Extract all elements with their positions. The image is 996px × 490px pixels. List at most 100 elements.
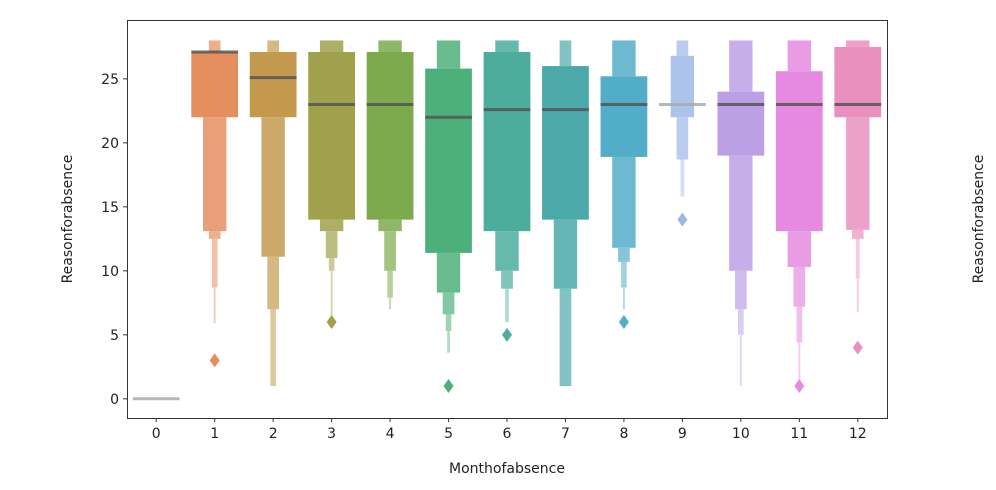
letter-value-box	[270, 309, 276, 387]
letter-value-box	[559, 40, 572, 67]
letter-value-box	[612, 156, 636, 248]
letter-value-box	[483, 51, 531, 232]
letter-value-box	[319, 40, 344, 52]
outlier-marker	[502, 327, 512, 342]
plot-marks	[132, 40, 882, 401]
x-tick-label: 9	[678, 426, 687, 442]
letter-value-box	[775, 71, 823, 232]
y-tick-label: 10	[101, 264, 119, 280]
letter-value-box	[559, 288, 572, 387]
outlier-marker	[326, 315, 337, 330]
letter-value-box	[319, 219, 344, 232]
letter-value-box	[249, 51, 297, 118]
x-tick-label: 1	[210, 426, 219, 442]
x-tick-label: 11	[790, 426, 808, 442]
letter-value-box	[680, 159, 685, 197]
letter-value-box	[330, 270, 333, 323]
letter-value-box	[796, 306, 803, 343]
x-axis-label: Monthofabsence	[449, 461, 565, 477]
letter-value-box	[670, 55, 695, 118]
letter-value-box	[328, 258, 335, 271]
x-tick-label: 7	[561, 426, 570, 442]
boxen-group-11	[775, 40, 823, 394]
boxen-group-6	[483, 40, 531, 342]
letter-value-box	[208, 40, 221, 52]
letter-value-box	[856, 278, 859, 312]
x-axis: 0 1 2 3 4 5 6 7 8 9 10 11 12	[152, 418, 867, 442]
letter-value-box	[378, 40, 402, 52]
x-tick-label: 8	[619, 426, 628, 442]
letter-value-box	[612, 40, 636, 77]
boxen-group-1	[191, 40, 239, 368]
letter-value-box	[325, 231, 338, 259]
boxen-group-7	[542, 40, 589, 387]
letter-value-box	[622, 287, 625, 310]
letter-value-box	[191, 51, 239, 118]
letter-value-box	[729, 40, 753, 92]
second-axis-y-label: Reasonforabsence	[971, 155, 987, 284]
x-tick-label: 6	[503, 426, 512, 442]
outlier-marker	[618, 315, 629, 330]
x-tick-label: 4	[386, 426, 395, 442]
letter-value-box	[793, 266, 806, 307]
letter-value-box	[798, 342, 801, 380]
y-tick-label: 15	[101, 200, 119, 216]
letter-value-box	[855, 238, 860, 279]
x-tick-label: 0	[152, 426, 161, 442]
letter-value-box	[445, 314, 452, 331]
boxen-group-9	[659, 40, 706, 227]
letter-value-box	[211, 238, 218, 288]
letter-value-box	[846, 40, 870, 47]
letter-value-box	[787, 40, 811, 72]
letter-value-box	[378, 219, 402, 232]
letter-value-box	[717, 91, 765, 156]
letter-value-box	[542, 66, 589, 220]
letter-value-box	[846, 117, 870, 230]
boxen-group-2	[249, 40, 297, 387]
x-tick-label: 10	[732, 426, 750, 442]
outlier-marker	[794, 379, 805, 394]
boxen-group-3	[308, 40, 355, 330]
letter-value-box	[495, 40, 519, 52]
letter-value-box	[267, 40, 279, 52]
letter-value-box	[621, 261, 627, 288]
y-axis-label: Reasonforabsence	[60, 155, 76, 284]
outlier-marker	[209, 353, 220, 368]
y-axis: 0 5 10 15 20 25	[101, 72, 127, 408]
letter-value-box	[834, 46, 882, 118]
boxen-group-5	[425, 40, 472, 394]
boxen-group-12	[834, 40, 882, 355]
letter-value-box	[505, 288, 509, 323]
letter-value-box	[389, 297, 392, 310]
letter-value-box	[436, 40, 461, 69]
letter-value-box	[787, 231, 811, 267]
letter-value-box	[501, 270, 513, 289]
x-tick-label: 12	[849, 426, 867, 442]
x-tick-label: 3	[327, 426, 336, 442]
boxen-group-8	[600, 40, 648, 330]
letter-value-box	[425, 68, 472, 253]
letter-value-box	[436, 252, 461, 293]
letter-value-box	[676, 117, 689, 160]
letter-value-box	[261, 117, 285, 257]
letter-value-box	[735, 270, 747, 310]
letter-value-box	[308, 51, 355, 220]
letter-value-box	[738, 309, 744, 335]
y-tick-label: 0	[110, 392, 119, 408]
letter-value-box	[553, 219, 578, 289]
boxen-group-4	[366, 40, 414, 310]
letter-value-box	[203, 117, 227, 232]
letter-value-box	[208, 231, 221, 239]
outlier-marker	[677, 212, 688, 227]
outlier-marker	[852, 340, 863, 355]
x-tick-label: 2	[269, 426, 278, 442]
y-tick-label: 5	[110, 328, 119, 344]
x-tick-label: 5	[444, 426, 453, 442]
letter-value-box	[729, 155, 753, 271]
letter-value-box	[442, 292, 455, 315]
outlier-marker	[443, 379, 454, 394]
letter-value-box	[387, 270, 393, 298]
y-tick-label: 20	[101, 136, 119, 152]
y-tick-label: 25	[101, 72, 119, 88]
